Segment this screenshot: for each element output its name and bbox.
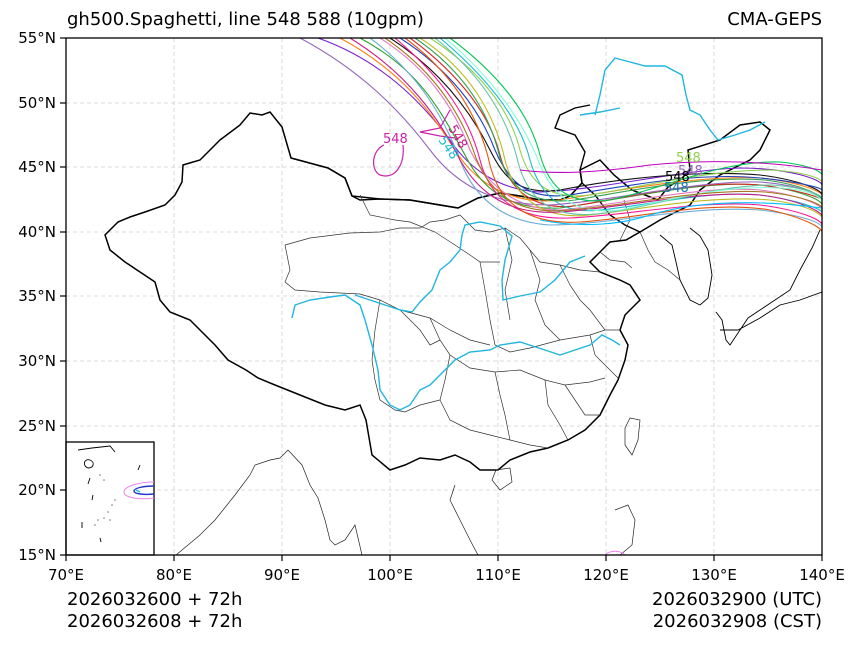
isolated-548-loop (373, 109, 456, 177)
x-tick-label: 140°E (799, 566, 845, 584)
x-tick-label: 130°E (691, 566, 737, 584)
model-name: CMA-GEPS (727, 9, 822, 30)
chart-title: gh500.Spaghetti, line 548 588 (10gpm) (67, 9, 424, 30)
contour-labels: 548 548 548 548 548 548 548 (383, 123, 703, 197)
korea-japan-coast (659, 227, 822, 346)
south-china-sea-inset (65, 441, 155, 556)
y-tick-label: 15°N (18, 546, 56, 564)
x-tick-label: 120°E (583, 566, 629, 584)
y-tick-label: 40°N (18, 223, 56, 241)
x-tick-label: 80°E (155, 566, 193, 584)
x-tick-label: 90°E (263, 566, 301, 584)
ensemble-contours (299, 38, 822, 233)
valid-time-block: 2026032900 (UTC) 2026032908 (CST) (652, 589, 822, 633)
south-asia-coast (175, 417, 641, 555)
mongolia-border (290, 104, 591, 209)
init-time-block: 2026032600 + 72h 2026032608 + 72h (67, 589, 242, 633)
valid-cst: 2026032908 (CST) (652, 611, 822, 632)
contour-label: 548 (664, 181, 689, 196)
x-tick-label: 70°E (47, 566, 85, 584)
province-borders (284, 194, 681, 449)
axis-ticks (60, 37, 823, 561)
y-tick-label: 20°N (18, 481, 56, 499)
gridlines (66, 38, 822, 555)
rivers (291, 57, 766, 411)
init-cst: 2026032608 + 72h (67, 611, 243, 632)
y-tick-label: 25°N (18, 417, 56, 435)
y-tick-label: 45°N (18, 158, 56, 176)
y-tick-label: 55°N (18, 29, 56, 47)
contour-588-south (604, 550, 626, 555)
x-tick-label: 110°E (475, 566, 521, 584)
x-tick-label: 100°E (367, 566, 413, 584)
contour-label: 548 (665, 170, 690, 185)
init-utc: 2026032600 + 72h (67, 589, 243, 610)
contour-label: 548 (383, 132, 408, 147)
y-tick-label: 50°N (18, 94, 56, 112)
contour-label: 548 (678, 164, 703, 179)
y-tick-label: 35°N (18, 287, 56, 305)
valid-utc: 2026032900 (UTC) (652, 589, 822, 610)
contour-label: 548 (676, 151, 701, 166)
y-tick-label: 30°N (18, 352, 56, 370)
china-border (104, 111, 771, 471)
